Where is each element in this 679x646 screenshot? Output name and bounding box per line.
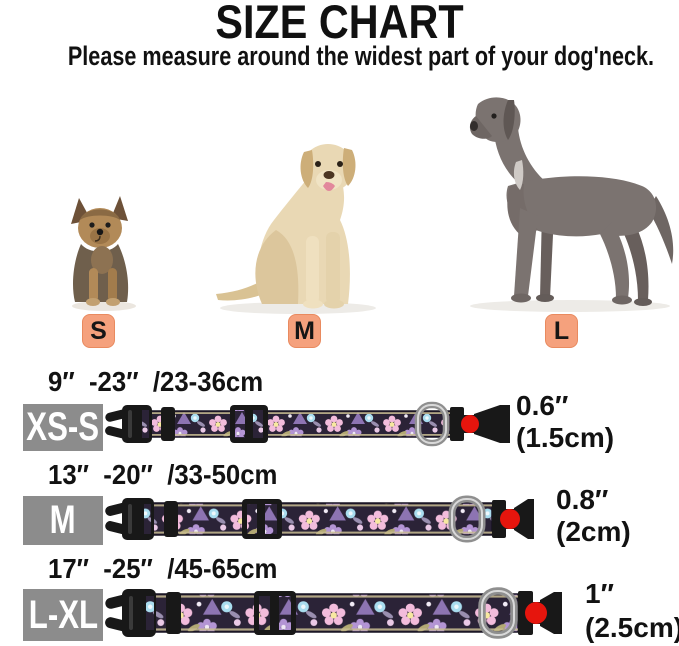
width-cm-l-xl: (2.5cm) [585, 612, 679, 643]
width-inches-m: 0.8′′ [556, 484, 609, 515]
neck-range-xs-s: 9″ -23″ /23-36cm [48, 366, 264, 397]
collar-illustration-l-xl [105, 587, 562, 639]
neck-range-m: 13″ -20″ /33-50cm [48, 459, 278, 490]
size-label-box-l-xl: L-XL [23, 589, 103, 641]
size-label-xs-s: XS-S [26, 405, 100, 449]
size-label-m: M [49, 498, 76, 542]
size-label-box-xs-s: XS-S [23, 404, 103, 451]
large-dog-photo [469, 97, 674, 312]
collar-illustration-m [105, 495, 534, 543]
size-label-l-xl: L-XL [28, 592, 98, 637]
medium-dog-photo [216, 144, 376, 314]
width-cm-xs-s: (1.5cm) [516, 422, 615, 453]
size-badge-l: L [545, 314, 578, 348]
neck-range-l-xl: 17″ -25″ /45-65cm [48, 553, 278, 584]
collar-illustration-xs-s [105, 401, 510, 447]
measure-instruction: Please measure around the widest part of… [67, 41, 654, 71]
width-inches-xs-s: 0.6′′ [516, 390, 569, 421]
size-badge-m: M [288, 314, 321, 348]
width-inches-l-xl: 1′′ [585, 578, 614, 609]
size-badge-s: S [82, 314, 115, 348]
small-dog-photo [71, 196, 136, 311]
width-cm-m: (2cm) [556, 516, 631, 547]
size-chart-title: SIZE CHART [215, 0, 464, 48]
size-label-box-m: M [23, 496, 103, 545]
